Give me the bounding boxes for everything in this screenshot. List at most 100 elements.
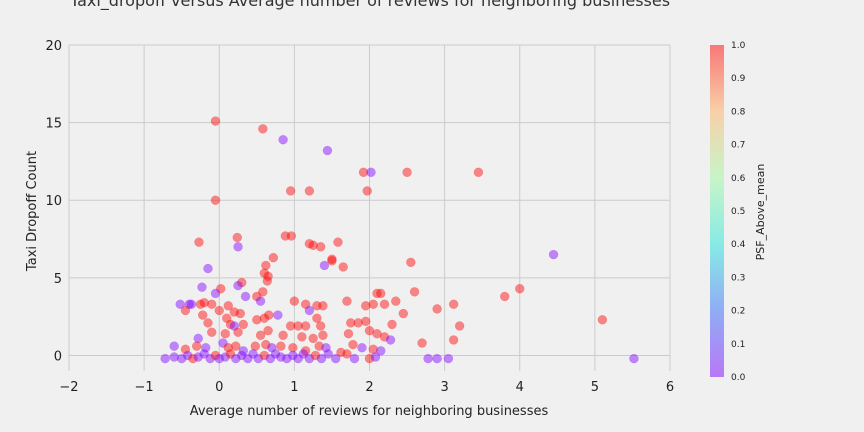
data-point [276, 352, 286, 362]
data-point [194, 237, 204, 247]
data-point [316, 353, 327, 364]
data-point [229, 321, 240, 331]
data-point [304, 305, 315, 316]
data-point [423, 353, 433, 364]
x-tick-label: −1 [135, 380, 154, 395]
data-point [252, 315, 262, 325]
colorbar-tick-label: 0.4 [731, 240, 746, 250]
data-point [448, 335, 459, 345]
data-point [252, 291, 262, 302]
data-point [315, 321, 326, 331]
colorbar-tick-label: 0.7 [731, 141, 745, 151]
data-point [276, 341, 286, 351]
data-point [278, 134, 288, 145]
data-point [308, 240, 318, 251]
data-point [499, 291, 510, 302]
data-point [261, 260, 271, 271]
data-point [206, 299, 217, 309]
y-tick-label: 10 [45, 194, 62, 209]
data-point [288, 342, 298, 353]
data-point [366, 167, 376, 178]
data-point [278, 330, 288, 341]
data-point [343, 328, 354, 339]
data-point [248, 349, 258, 359]
data-point [376, 346, 386, 356]
data-point [297, 332, 307, 342]
data-point [258, 287, 268, 297]
data-point [176, 353, 187, 364]
data-point [315, 242, 326, 252]
data-point [268, 252, 279, 263]
data-point [304, 238, 315, 249]
data-point [205, 353, 215, 364]
data-point [259, 350, 270, 361]
data-point [629, 353, 639, 364]
data-point [348, 339, 358, 350]
data-point [270, 349, 281, 359]
data-point [300, 321, 311, 331]
data-point [265, 353, 276, 364]
data-point [322, 145, 333, 156]
data-point [180, 344, 191, 355]
data-point [193, 352, 203, 362]
data-point [368, 344, 379, 355]
data-point [263, 325, 273, 336]
data-point [210, 350, 221, 361]
data-point [222, 313, 232, 323]
data-point [180, 305, 191, 316]
data-point [263, 271, 273, 282]
data-point [258, 124, 268, 134]
data-point [364, 353, 375, 364]
data-point [214, 305, 224, 316]
data-point [336, 347, 346, 358]
data-point [286, 231, 297, 241]
data-point [473, 167, 484, 178]
grid-lines [68, 44, 671, 371]
data-point [376, 288, 386, 299]
data-point [280, 231, 291, 241]
data-point [216, 283, 226, 294]
data-point [548, 249, 559, 260]
data-point [233, 280, 243, 291]
data-point [318, 301, 328, 311]
data-points [160, 116, 639, 364]
x-tick-label: 5 [591, 380, 599, 395]
data-point [333, 237, 343, 247]
data-point [360, 301, 371, 311]
y-axis-label: Taxi Dropoff Count [25, 151, 40, 272]
x-axis-label: Average number of reviews for neighborin… [190, 404, 549, 419]
data-point [342, 296, 352, 306]
data-point [327, 254, 337, 264]
data-point [199, 349, 209, 359]
data-point [293, 321, 303, 331]
data-point [298, 349, 309, 359]
data-point [259, 313, 270, 323]
data-point [233, 327, 243, 337]
data-point [304, 186, 315, 196]
data-point [454, 321, 465, 331]
data-point [300, 299, 311, 309]
data-point [225, 319, 236, 330]
x-tick-label: 3 [440, 380, 448, 395]
colorbar-tick-label: 0.6 [731, 174, 746, 184]
data-point [345, 318, 356, 328]
colorbar-tick-label: 0.3 [731, 273, 745, 283]
data-point [197, 310, 208, 320]
data-point [338, 262, 348, 272]
data-point [379, 332, 390, 342]
colorbar-tick-label: 0.0 [731, 373, 746, 383]
data-point [398, 308, 409, 319]
data-point [184, 299, 194, 309]
x-tick-labels: −2 −1 0 1 2 3 4 5 6 [59, 380, 674, 395]
data-point [448, 299, 459, 309]
data-point [327, 256, 337, 266]
data-point [206, 327, 217, 337]
data-point [385, 335, 396, 345]
data-point [210, 195, 221, 205]
data-point [314, 341, 324, 351]
data-point [357, 342, 367, 353]
data-point [188, 353, 198, 364]
y-tick-label: 15 [45, 117, 62, 132]
data-point [199, 297, 209, 308]
